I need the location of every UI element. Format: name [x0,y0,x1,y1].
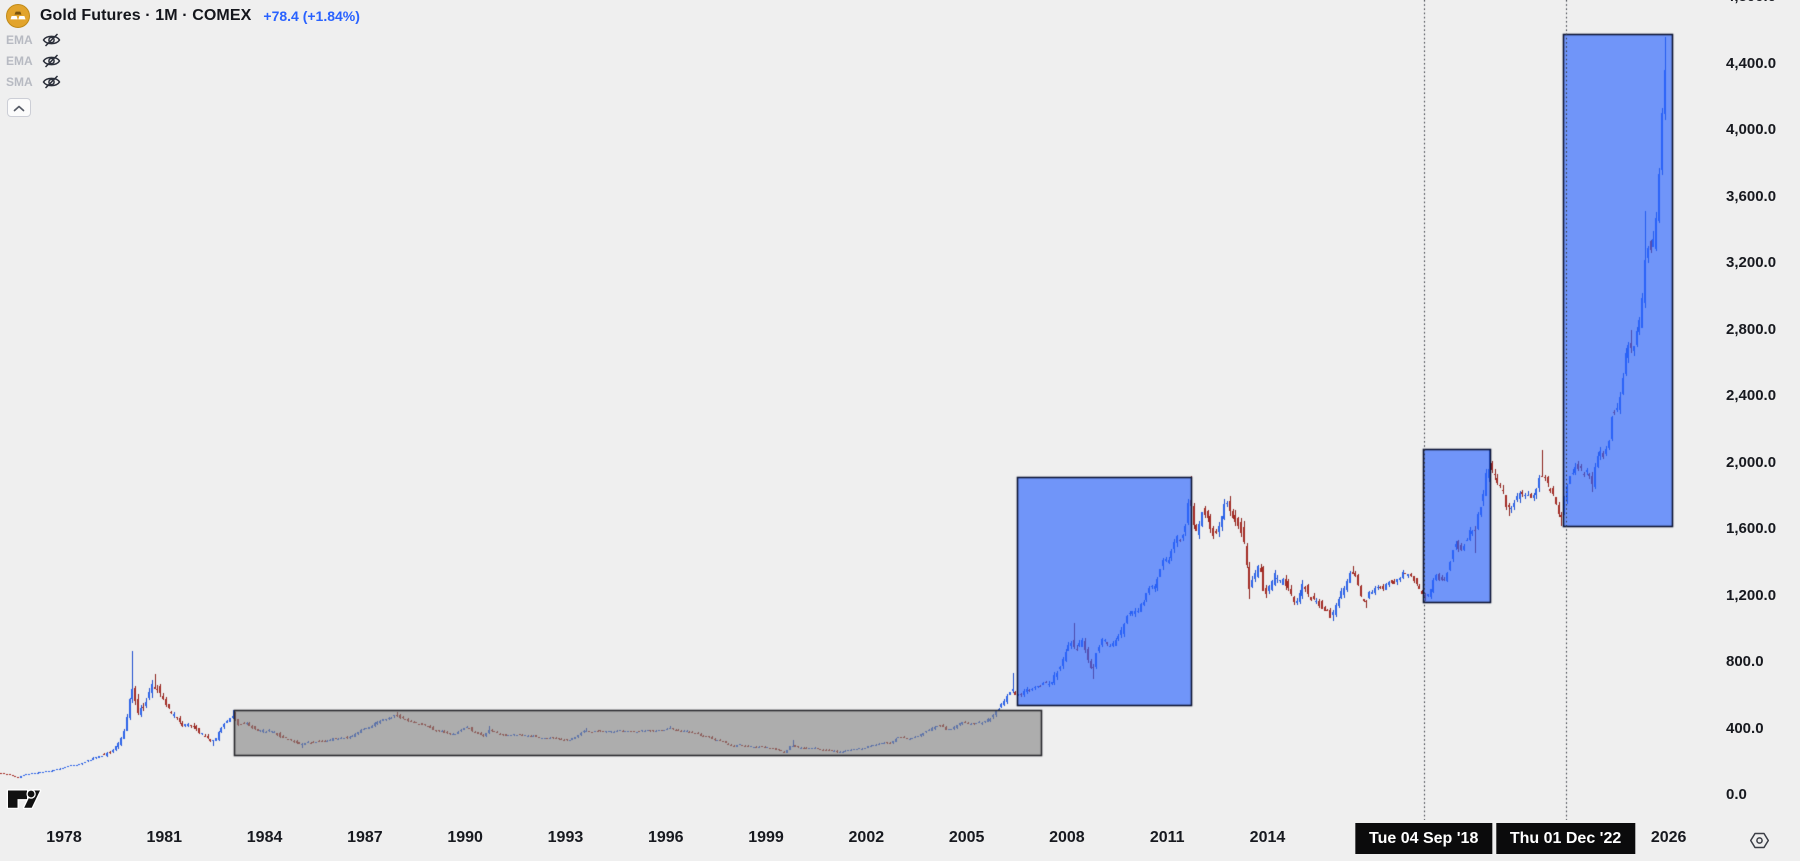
eye-off-icon[interactable] [42,74,61,89]
price-tick-label: 3,200.0 [1726,254,1777,271]
indicator-row: EMA [6,29,360,50]
hexagon-settings-icon[interactable] [1749,831,1770,855]
time-tick-label: 2005 [948,829,985,846]
price-tick-label: 800.0 [1726,653,1764,670]
indicator-label-sma-2[interactable]: SMA [6,74,33,89]
time-tick-label: 1984 [246,829,283,846]
price-tick-label: 2,400.0 [1726,387,1777,404]
price-tick-label: 0.0 [1726,786,1747,803]
chevron-up-icon [13,99,25,117]
tradingview-logo[interactable] [5,787,43,816]
indicator-label-ema-1[interactable]: EMA [6,53,33,68]
price-tick-label: 4,800.0 [1726,0,1776,7]
time-tick-label: 1993 [547,829,584,846]
price-tick-label: 2,000.0 [1726,453,1777,471]
time-tick-label: 1999 [748,829,784,846]
gold-bars-icon [6,4,30,28]
price-tick-label: 4,000.0 [1726,121,1777,138]
time-tick-label: 2011 [1149,829,1185,846]
price-tick-label: 1,600.0 [1726,520,1777,537]
price-tick-label: 4,400.0 [1726,54,1777,72]
price-axis[interactable]: 4,800.0 4,400.0 4,000.0 3,600.0 3,200.0 2,800… [1706,0,1800,820]
time-axis[interactable]: 1978 1981 1984 1987 1990 1993 1996 1999 2002 2005… [0,820,1800,861]
time-tick-label: 2026 [1650,829,1687,846]
time-tick-label: 1987 [347,829,383,846]
eye-off-icon[interactable] [42,32,61,47]
indicator-list: EMA EMA SMA [6,29,360,92]
price-tick-label: 3,600.0 [1726,187,1777,205]
time-tick-label: 2002 [848,829,885,846]
indicator-row: EMA [6,50,360,71]
price-change-badge: +78.4 (+1.84%) [263,8,360,24]
symbol-legend: Gold Futures · 1M · COMEX +78.4 (+1.84%)… [6,3,360,117]
indicator-label-ema-0[interactable]: EMA [6,32,33,47]
eye-off-icon[interactable] [42,53,61,68]
time-tick-label: 2008 [1049,829,1085,846]
time-tick-label: 2014 [1249,829,1286,846]
time-tick-label: 1978 [46,829,82,846]
legend-collapse-button[interactable] [7,98,31,117]
time-tick-label: 1990 [447,829,483,846]
symbol-title[interactable]: Gold Futures · 1M · COMEX [40,7,252,24]
price-tick-label: 1,200.0 [1726,586,1777,604]
time-tick-label: 1996 [647,829,684,846]
indicator-row: SMA [6,71,360,92]
crosshair-date-label: Tue 04 Sep '18 [1355,823,1493,854]
crosshair-date-label: Thu 01 Dec '22 [1495,823,1636,854]
time-tick-label: 1981 [146,829,183,846]
price-tick-label: 400.0 [1726,719,1764,737]
price-chart-canvas[interactable] [0,0,1706,820]
price-tick-label: 2,800.0 [1726,320,1777,338]
